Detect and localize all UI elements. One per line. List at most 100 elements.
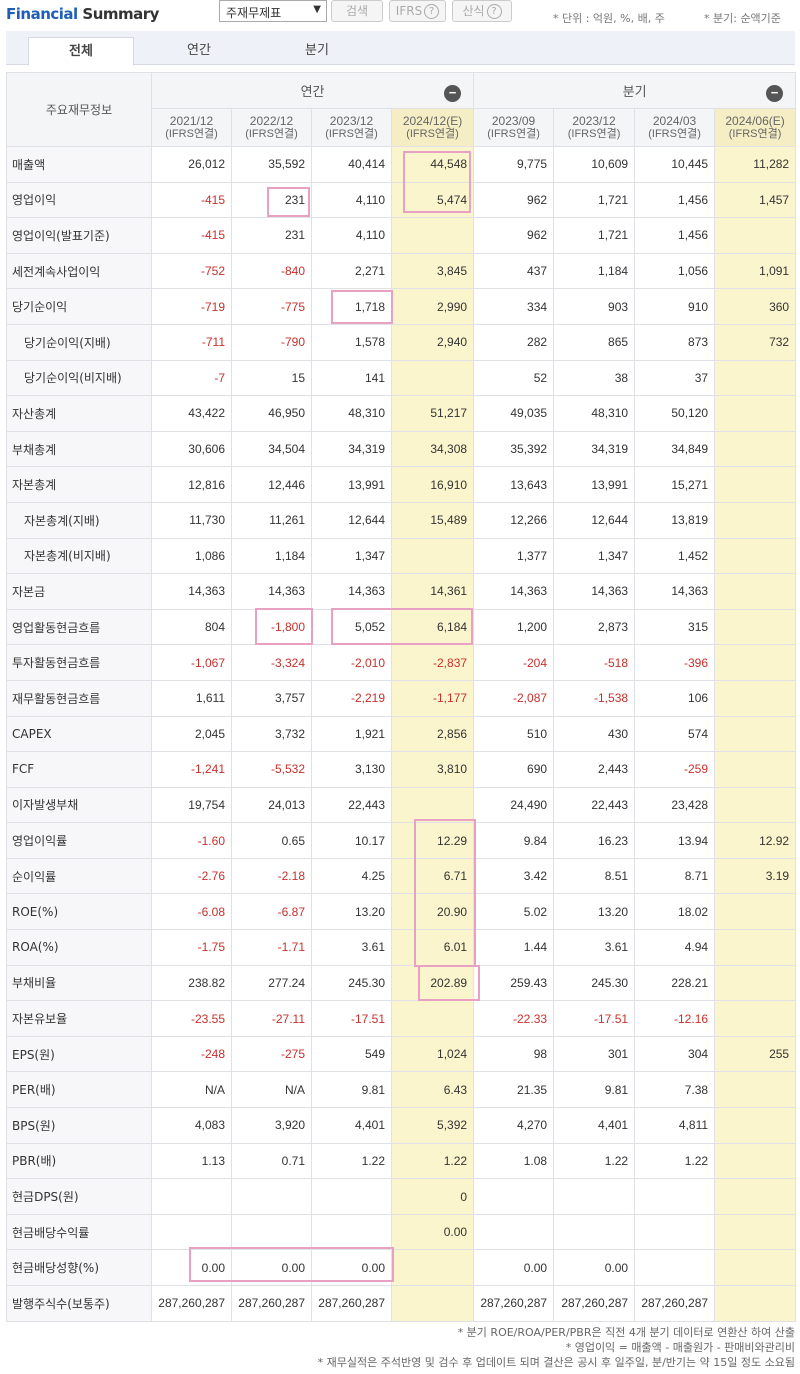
table-cell xyxy=(714,1213,797,1251)
table-cell: 1,086 xyxy=(151,537,232,575)
table-row: 자본유보율 -23.55 -27.11 -17.51 -22.33 -17.51 -12.1… xyxy=(6,1000,797,1037)
table-row: EPS(원) -248 -275 549 1,024 98 301 304 255 xyxy=(6,1035,797,1073)
table-cell: 3,845 xyxy=(390,252,475,290)
table-row: 매출액 26,012 35,592 40,414 44,548 9,775 10,609 10… xyxy=(6,146,797,183)
table-cell: 1,200 xyxy=(473,608,555,646)
table-row: FCF -1,241 -5,532 3,130 3,810 690 2,443 -259 xyxy=(6,751,797,788)
table-cell xyxy=(714,1000,797,1037)
quarter-group-label: 분기 xyxy=(622,84,647,99)
page-title-brand: Financial xyxy=(6,5,78,23)
tab-annual[interactable]: 연간 xyxy=(187,43,211,58)
table-cell: 1,184 xyxy=(231,537,312,575)
table-cell xyxy=(390,1249,475,1286)
table-cell: 98 xyxy=(473,1035,555,1073)
table-cell: 7.38 xyxy=(634,1071,716,1109)
table-cell xyxy=(553,1213,636,1251)
table-cell: 1,456 xyxy=(634,217,716,254)
help-icon: ? xyxy=(424,4,440,19)
table-cell: 245.30 xyxy=(553,964,636,1002)
table-cell: 6.01 xyxy=(390,929,475,966)
row-label: 매출액 xyxy=(6,146,152,183)
annual-group-header: 연간 − xyxy=(150,72,475,109)
table-cell xyxy=(634,1249,716,1286)
footnote: * 재무실적은 주석반영 및 검수 후 업데이트 되며 결산은 공시 후 일주일… xyxy=(317,1356,795,1369)
table-cell: 11,261 xyxy=(231,501,312,539)
collapse-icon[interactable]: − xyxy=(444,85,462,102)
tab-quarterly[interactable]: 분기 xyxy=(305,43,329,58)
page-title-rest: Summary xyxy=(77,5,159,23)
period-header: 2024/03 (IFRS연결) xyxy=(634,108,716,147)
table-cell: 14,363 xyxy=(553,573,636,610)
row-label: 영업이익 xyxy=(6,181,152,219)
statement-type-select[interactable]: 주재무제표 ▼ xyxy=(219,0,327,22)
row-label: 현금배당성향(%) xyxy=(6,1249,152,1286)
table-cell: 3,130 xyxy=(311,751,392,788)
table-cell xyxy=(714,751,797,788)
tab-all[interactable]: 전체 xyxy=(28,37,134,66)
table-cell: 4,401 xyxy=(553,1107,636,1144)
period-basis: (IFRS연결) xyxy=(165,127,218,140)
period-date: 2023/12 xyxy=(329,113,374,128)
row-label: CAPEX xyxy=(6,715,152,753)
table-cell: 0.00 xyxy=(151,1249,232,1286)
table-cell: 4,270 xyxy=(473,1107,555,1144)
table-cell: 2,045 xyxy=(151,715,232,753)
table-cell: -275 xyxy=(231,1035,312,1073)
table-cell: 4,401 xyxy=(311,1107,392,1144)
formula-label: 산식 xyxy=(462,4,485,18)
table-cell xyxy=(390,217,475,254)
table-cell: -7 xyxy=(151,359,232,397)
table-cell xyxy=(714,679,797,717)
table-cell: 5,052 xyxy=(311,608,392,646)
formula-button[interactable]: 산식? xyxy=(452,0,512,22)
ifrs-label: IFRS xyxy=(395,4,423,18)
table-cell xyxy=(714,608,797,646)
period-tabs: 전체 연간 분기 xyxy=(6,31,795,66)
row-label: 순이익률 xyxy=(6,857,152,895)
table-cell: 259.43 xyxy=(473,964,555,1002)
table-cell xyxy=(151,1213,232,1251)
period-date: 2024/06(E) xyxy=(725,113,785,128)
table-cell: 4,110 xyxy=(311,181,392,219)
table-row: 재무활동현금흐름 1,611 3,757 -2,219 -1,177 -2,087 -1,5… xyxy=(6,679,797,717)
table-cell: 1,721 xyxy=(553,217,636,254)
table-cell: 2,271 xyxy=(311,252,392,290)
table-cell: 1,721 xyxy=(553,181,636,219)
table-cell: 12.29 xyxy=(390,822,475,859)
table-cell: 1,377 xyxy=(473,537,555,575)
table-cell: -1.71 xyxy=(231,929,312,966)
table-row: ROA(%) -1.75 -1.71 3.61 6.01 1.44 3.61 4.94 xyxy=(6,929,797,966)
table-cell: 1.22 xyxy=(553,1142,636,1180)
table-cell: 245.30 xyxy=(311,964,392,1002)
table-cell: 1,024 xyxy=(390,1035,475,1073)
table-cell: 141 xyxy=(311,359,392,397)
table-cell: 277.24 xyxy=(231,964,312,1002)
table-row: 투자활동현금흐름 -1,067 -3,324 -2,010 -2,837 -204 -518… xyxy=(6,644,797,681)
row-label: 현금배당수익률 xyxy=(6,1213,152,1251)
table-cell xyxy=(714,359,797,397)
table-cell: 510 xyxy=(473,715,555,753)
period-header: 2023/09 (IFRS연결) xyxy=(473,108,555,147)
table-cell: 21.35 xyxy=(473,1071,555,1109)
table-cell: 1.22 xyxy=(390,1142,475,1180)
table-cell xyxy=(714,573,797,610)
collapse-icon[interactable]: − xyxy=(766,85,784,102)
table-cell: 34,308 xyxy=(390,430,475,468)
table-cell: 9,775 xyxy=(473,146,555,183)
table-cell: 231 xyxy=(231,217,312,254)
table-cell: -248 xyxy=(151,1035,232,1073)
table-row: 순이익률 -2.76 -2.18 4.25 6.71 3.42 8.51 8.71 3.19 xyxy=(6,857,797,895)
ifrs-button[interactable]: IFRS? xyxy=(389,0,446,22)
table-cell xyxy=(714,1249,797,1286)
row-label: 투자활동현금흐름 xyxy=(6,644,152,681)
table-cell: 962 xyxy=(473,217,555,254)
table-row: 영업이익 -415 231 4,110 5,474 962 1,721 1,456 1,457 xyxy=(6,181,797,219)
table-cell: 873 xyxy=(634,323,716,361)
search-button[interactable]: 검색 xyxy=(331,0,383,22)
table-cell: -840 xyxy=(231,252,312,290)
table-cell: 11,282 xyxy=(714,146,797,183)
table-cell xyxy=(151,1178,232,1215)
table-cell xyxy=(390,786,475,824)
table-cell: 14,361 xyxy=(390,573,475,610)
table-row: PBR(배) 1.13 0.71 1.22 1.22 1.08 1.22 1.22 xyxy=(6,1142,797,1180)
